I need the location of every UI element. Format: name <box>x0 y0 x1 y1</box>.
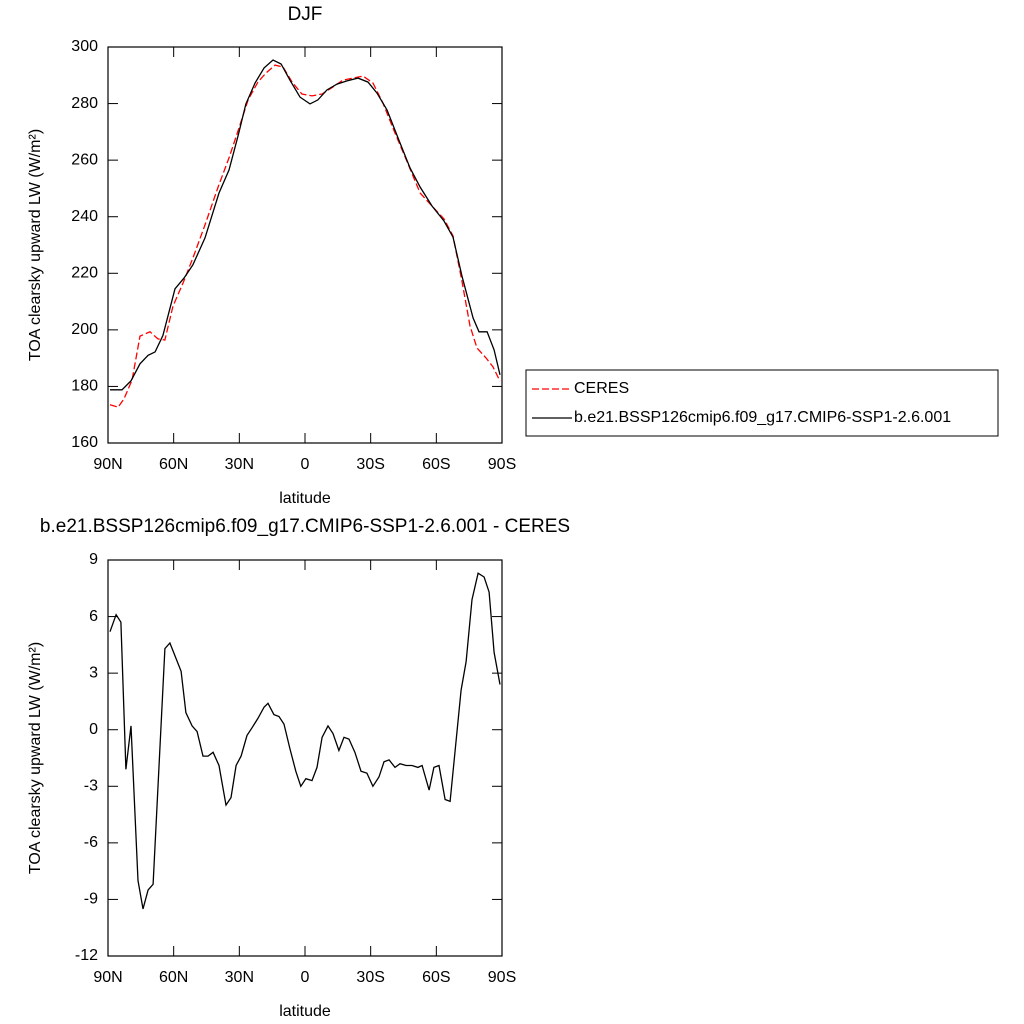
x-tick-label: 0 <box>301 969 310 986</box>
x-tick-label: 60N <box>159 969 188 986</box>
y-tick-label: 260 <box>71 151 98 168</box>
y-tick-label: 280 <box>71 95 98 112</box>
data-line <box>110 59 501 391</box>
y-tick-label: -6 <box>84 834 98 851</box>
x-tick-label: 0 <box>301 456 310 473</box>
x-tick-label: 90S <box>488 456 516 473</box>
y-tick-label: -9 <box>84 891 98 908</box>
x-tick-label: 90N <box>93 969 122 986</box>
y-tick-label: 300 <box>71 38 98 55</box>
plot-frame <box>107 46 503 444</box>
x-tick-label: 60N <box>159 456 188 473</box>
chart-title: DJF <box>288 4 323 25</box>
y-tick-label: 160 <box>71 434 98 451</box>
y-tick-label: 6 <box>89 608 98 625</box>
y-axis-label: TOA clearsky upward LW (W/m²) <box>27 129 44 361</box>
y-tick-label: 9 <box>89 551 98 568</box>
y-tick-label: -3 <box>84 778 98 795</box>
y-tick-label: 220 <box>71 265 98 282</box>
legend-label: b.e21.BSSP126cmip6.f09_g17.CMIP6-SSP1-2.… <box>574 409 951 426</box>
x-tick-label: 30S <box>356 969 384 986</box>
data-line <box>109 572 501 910</box>
data-line <box>109 64 501 408</box>
y-tick-label: -12 <box>75 947 98 964</box>
x-axis-label: latitude <box>279 490 331 507</box>
x-tick-label: 30N <box>225 456 254 473</box>
x-tick-label: 60S <box>422 969 450 986</box>
x-tick-label: 90N <box>93 456 122 473</box>
y-tick-label: 3 <box>89 664 98 681</box>
legend-label: CERES <box>574 380 629 397</box>
x-axis-label: latitude <box>279 1003 331 1020</box>
x-tick-label: 90S <box>488 969 516 986</box>
y-tick-label: 180 <box>71 378 98 395</box>
x-tick-label: 30S <box>356 456 384 473</box>
plot-frame <box>107 559 503 957</box>
y-axis-label: TOA clearsky upward LW (W/m²) <box>27 642 44 874</box>
chart-title: b.e21.BSSP126cmip6.f09_g17.CMIP6-SSP1-2.… <box>40 516 570 537</box>
y-tick-label: 240 <box>71 208 98 225</box>
x-tick-label: 60S <box>422 456 450 473</box>
y-tick-label: 200 <box>71 321 98 338</box>
y-tick-label: 0 <box>89 721 98 738</box>
legend-box <box>525 369 999 437</box>
x-tick-label: 30N <box>225 969 254 986</box>
